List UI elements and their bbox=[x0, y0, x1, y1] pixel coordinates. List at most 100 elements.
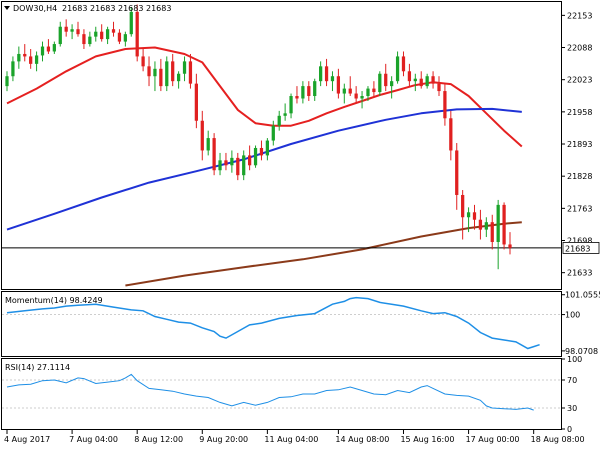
candle[interactable] bbox=[82, 29, 86, 50]
candle[interactable] bbox=[29, 49, 33, 69]
candle[interactable] bbox=[58, 21, 62, 47]
candle[interactable] bbox=[324, 58, 329, 87]
candle[interactable] bbox=[165, 56, 169, 92]
candle[interactable] bbox=[23, 44, 27, 62]
candle-body bbox=[283, 113, 287, 116]
candle[interactable] bbox=[307, 81, 311, 101]
candle[interactable] bbox=[94, 26, 98, 42]
candle[interactable] bbox=[129, 6, 133, 37]
candle[interactable] bbox=[466, 207, 471, 233]
candle[interactable] bbox=[105, 26, 110, 45]
candle[interactable] bbox=[141, 49, 145, 72]
candle[interactable] bbox=[218, 152, 222, 176]
candle[interactable] bbox=[224, 152, 228, 171]
candle[interactable] bbox=[342, 83, 346, 104]
candle[interactable] bbox=[259, 140, 264, 161]
candle-body bbox=[171, 61, 175, 82]
candle-body bbox=[425, 76, 429, 87]
candle[interactable] bbox=[472, 204, 477, 230]
candle[interactable] bbox=[461, 190, 465, 240]
candle-body bbox=[200, 120, 204, 151]
candle-body bbox=[129, 11, 133, 35]
candle[interactable] bbox=[247, 145, 252, 171]
candle[interactable] bbox=[253, 145, 258, 168]
candle[interactable] bbox=[283, 103, 287, 121]
candle[interactable] bbox=[437, 76, 441, 97]
candle[interactable] bbox=[301, 81, 305, 104]
candle[interactable] bbox=[100, 24, 104, 42]
candle[interactable] bbox=[407, 63, 412, 87]
symbol-label: DOW30,H4 bbox=[13, 4, 57, 13]
candle[interactable] bbox=[206, 130, 210, 156]
candle[interactable] bbox=[40, 41, 45, 62]
candle[interactable] bbox=[366, 86, 370, 101]
candle[interactable] bbox=[484, 217, 488, 238]
candle[interactable] bbox=[236, 152, 240, 181]
candle[interactable] bbox=[147, 56, 151, 87]
candle[interactable] bbox=[277, 110, 281, 131]
candle[interactable] bbox=[88, 31, 92, 47]
candle[interactable] bbox=[5, 71, 9, 92]
candle[interactable] bbox=[295, 86, 299, 104]
candle[interactable] bbox=[171, 53, 175, 87]
candle[interactable] bbox=[265, 138, 270, 161]
candle[interactable] bbox=[176, 71, 181, 89]
candle[interactable] bbox=[188, 53, 193, 89]
chart-header: DOW30,H4 21683 21683 21683 21683 bbox=[4, 4, 171, 13]
candle[interactable] bbox=[182, 56, 187, 82]
candle[interactable] bbox=[123, 31, 127, 47]
candle[interactable] bbox=[159, 58, 163, 92]
candle[interactable] bbox=[378, 71, 382, 97]
candle[interactable] bbox=[336, 68, 341, 99]
candle[interactable] bbox=[111, 21, 116, 37]
candle[interactable] bbox=[449, 110, 453, 161]
candle[interactable] bbox=[443, 83, 447, 126]
candle[interactable] bbox=[76, 21, 80, 37]
candle[interactable] bbox=[242, 150, 246, 181]
candle[interactable] bbox=[153, 61, 157, 92]
candle[interactable] bbox=[455, 143, 459, 210]
candle[interactable] bbox=[330, 71, 335, 92]
collapse-triangle-icon[interactable] bbox=[4, 6, 10, 10]
candle[interactable] bbox=[413, 73, 417, 92]
candle[interactable] bbox=[17, 46, 21, 69]
candle[interactable] bbox=[313, 78, 317, 101]
candle[interactable] bbox=[289, 93, 293, 119]
candle[interactable] bbox=[194, 73, 198, 129]
candle[interactable] bbox=[390, 76, 394, 99]
candle[interactable] bbox=[384, 63, 388, 92]
candle[interactable] bbox=[496, 199, 500, 270]
candle[interactable] bbox=[64, 19, 68, 37]
candle[interactable] bbox=[34, 51, 39, 72]
candle[interactable] bbox=[425, 73, 429, 89]
candle[interactable] bbox=[478, 209, 483, 240]
candle[interactable] bbox=[502, 202, 506, 250]
candle[interactable] bbox=[372, 81, 376, 97]
candle[interactable] bbox=[431, 71, 435, 89]
candle[interactable] bbox=[360, 91, 364, 109]
candle[interactable] bbox=[52, 41, 56, 54]
candle[interactable] bbox=[46, 39, 51, 54]
candle[interactable] bbox=[70, 24, 74, 40]
time-tick-label: 8 Aug 12:00 bbox=[134, 435, 183, 444]
candle[interactable] bbox=[212, 133, 216, 176]
candle[interactable] bbox=[419, 71, 423, 89]
candle[interactable] bbox=[348, 76, 352, 97]
candle-body bbox=[82, 34, 86, 45]
candle[interactable] bbox=[395, 51, 400, 84]
candle[interactable] bbox=[508, 232, 512, 255]
price-tick-label: 21958 bbox=[567, 108, 592, 117]
candle[interactable] bbox=[200, 110, 204, 161]
candle[interactable] bbox=[319, 61, 323, 87]
candle[interactable] bbox=[271, 120, 275, 146]
candle[interactable] bbox=[135, 4, 139, 62]
candle[interactable] bbox=[117, 29, 122, 45]
candle-body bbox=[277, 115, 281, 126]
candlesticks[interactable] bbox=[5, 4, 512, 270]
candle[interactable] bbox=[230, 150, 234, 173]
candle[interactable] bbox=[11, 56, 15, 82]
candle[interactable] bbox=[490, 214, 494, 250]
candle[interactable] bbox=[401, 51, 406, 77]
candle[interactable] bbox=[354, 86, 358, 104]
